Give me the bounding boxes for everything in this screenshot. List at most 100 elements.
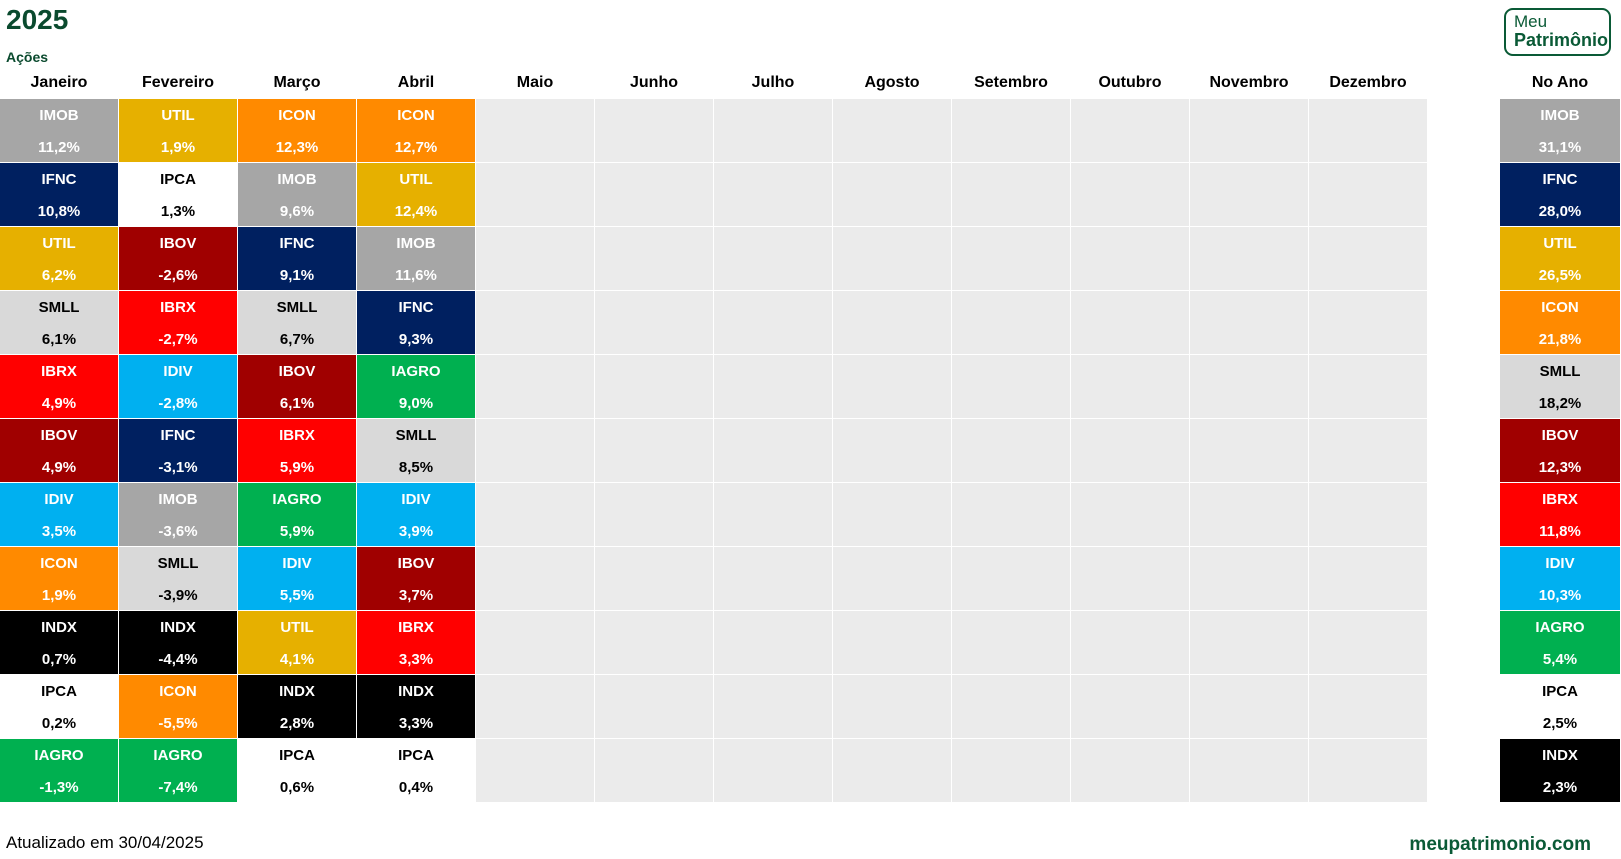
index-name: IFNC: [41, 171, 77, 188]
empty-cell: [1309, 227, 1427, 290]
empty-cell: [1071, 483, 1189, 546]
index-return: -2,6%: [158, 267, 198, 284]
empty-cell: [833, 227, 951, 290]
empty-cell: [1190, 227, 1308, 290]
index-name: INDX: [1542, 747, 1578, 764]
index-name: IMOB: [39, 107, 79, 124]
index-name: IBRX: [160, 299, 196, 316]
year-header: No Ano: [1531, 74, 1589, 91]
index-name: IPCA: [1542, 683, 1578, 700]
index-return: 26,5%: [1538, 267, 1582, 284]
empty-cell: [714, 739, 832, 802]
empty-cell: [1309, 547, 1427, 610]
index-cell: IAGRO 5,4%: [1500, 611, 1620, 674]
empty-cell: [952, 99, 1070, 162]
index-cell: IBRX 4,9%: [0, 355, 118, 418]
empty-cell: [1309, 611, 1427, 674]
empty-cell: [833, 355, 951, 418]
empty-cell: [1309, 99, 1427, 162]
empty-cell: [1309, 419, 1427, 482]
index-cell: IAGRO 9,0%: [357, 355, 475, 418]
index-cell: IBOV 6,1%: [238, 355, 356, 418]
month-header: Novembro: [1209, 74, 1289, 91]
index-return: 4,9%: [41, 395, 77, 412]
index-cell: UTIL 4,1%: [238, 611, 356, 674]
index-return: -7,4%: [158, 779, 198, 796]
index-return: 2,8%: [279, 715, 315, 732]
month-header: Maio: [516, 74, 554, 91]
index-cell: IBRX 5,9%: [238, 419, 356, 482]
month-header: Agosto: [864, 74, 920, 91]
empty-cell: [714, 547, 832, 610]
index-cell: INDX 2,8%: [238, 675, 356, 738]
index-return: 2,5%: [1542, 715, 1578, 732]
index-cell: IAGRO 5,9%: [238, 483, 356, 546]
empty-cell: [595, 355, 713, 418]
empty-cell: [1190, 739, 1308, 802]
index-cell: INDX 2,3%: [1500, 739, 1620, 802]
index-name: UTIL: [42, 235, 76, 252]
index-name: IBRX: [279, 427, 315, 444]
empty-cell: [476, 419, 594, 482]
empty-cell: [952, 227, 1070, 290]
index-name: IMOB: [396, 235, 436, 252]
index-return: 5,9%: [279, 523, 315, 540]
index-name: UTIL: [1543, 235, 1577, 252]
index-cell: ICON 12,7%: [357, 99, 475, 162]
index-name: IPCA: [398, 747, 434, 764]
index-return: 5,9%: [279, 459, 315, 476]
empty-cell: [1071, 163, 1189, 226]
index-return: -1,3%: [39, 779, 79, 796]
index-return: 28,0%: [1538, 203, 1582, 220]
empty-cell: [1190, 291, 1308, 354]
index-name: INDX: [160, 619, 196, 636]
index-cell: SMLL 6,7%: [238, 291, 356, 354]
index-return: 4,9%: [41, 459, 77, 476]
index-return: 11,6%: [395, 267, 437, 284]
index-cell: SMLL -3,9%: [119, 547, 237, 610]
index-name: ICON: [40, 555, 78, 572]
index-name: IPCA: [279, 747, 315, 764]
index-cell: IDIV -2,8%: [119, 355, 237, 418]
index-return: 1,9%: [41, 587, 77, 604]
index-name: SMLL: [157, 555, 199, 572]
index-return: -3,1%: [158, 459, 198, 476]
empty-cell: [952, 291, 1070, 354]
empty-cell: [476, 483, 594, 546]
index-cell: IPCA 0,6%: [238, 739, 356, 802]
index-name: UTIL: [280, 619, 314, 636]
empty-cell: [476, 291, 594, 354]
index-cell: SMLL 8,5%: [357, 419, 475, 482]
index-cell: IFNC 9,1%: [238, 227, 356, 290]
empty-cell: [595, 419, 713, 482]
empty-cell: [714, 227, 832, 290]
index-name: IBRX: [1542, 491, 1578, 508]
index-return: 3,7%: [398, 587, 434, 604]
empty-cell: [476, 675, 594, 738]
empty-cell: [714, 99, 832, 162]
index-return: 1,9%: [160, 139, 196, 156]
month-header: Outubro: [1098, 74, 1162, 91]
index-name: IFNC: [279, 235, 315, 252]
brand-logo[interactable]: Meu Patrimônio: [1504, 8, 1611, 56]
month-header: Julho: [751, 74, 795, 91]
index-return: 3,3%: [398, 715, 434, 732]
index-name: IMOB: [158, 491, 198, 508]
empty-cell: [714, 355, 832, 418]
empty-cell: [1309, 483, 1427, 546]
index-cell: ICON 1,9%: [0, 547, 118, 610]
index-return: 12,3%: [275, 139, 319, 156]
site-link[interactable]: meupatrimonio.com: [1409, 834, 1591, 855]
empty-cell: [714, 163, 832, 226]
index-name: ICON: [278, 107, 316, 124]
empty-cell: [833, 547, 951, 610]
index-return: 9,6%: [279, 203, 315, 220]
index-return: 10,3%: [1538, 587, 1582, 604]
index-name: IAGRO: [391, 363, 441, 380]
empty-cell: [595, 291, 713, 354]
empty-cell: [1309, 675, 1427, 738]
index-cell: IBOV 4,9%: [0, 419, 118, 482]
index-return: -3,6%: [158, 523, 198, 540]
index-return: 10,8%: [37, 203, 81, 220]
empty-cell: [1071, 739, 1189, 802]
